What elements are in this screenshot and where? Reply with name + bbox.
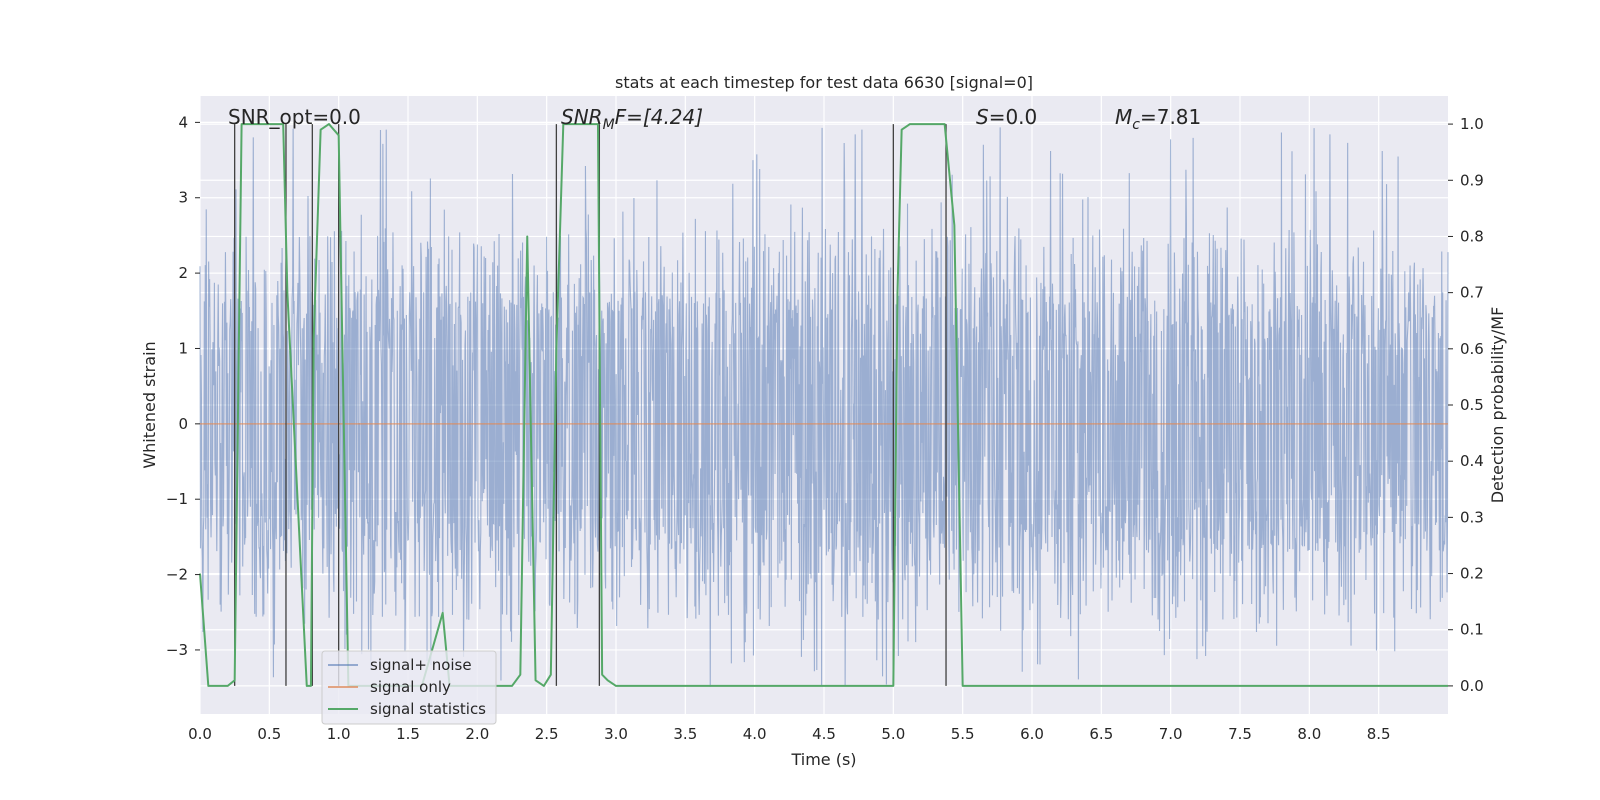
annotation-s-rest: =0.0	[989, 105, 1038, 129]
x-tick-label-6: 3.0	[604, 725, 628, 743]
legend-label-signal-only: signal only	[370, 678, 451, 696]
annotation-mc-rest: =7.81	[1140, 105, 1201, 129]
x-tick-label-15: 7.5	[1228, 725, 1252, 743]
annotation-s: S=0.0	[976, 105, 1037, 129]
x-ticks: 0.0 0.5 1.0 1.5 2.0 2.5 3.0 3.5 4.0 4.5 5.0 5.5 6.0 6…	[188, 725, 1391, 743]
x-tick-label-3: 1.5	[396, 725, 420, 743]
x-tick-label-12: 6.0	[1020, 725, 1044, 743]
y-tick-label-2: −1	[166, 490, 188, 508]
y2-tick-label-10: 1.0	[1460, 115, 1484, 133]
annotation-mc-sub: c	[1132, 117, 1140, 133]
x-tick-label-14: 7.0	[1159, 725, 1183, 743]
y2-tick-label-6: 0.6	[1460, 340, 1484, 358]
y2-tick-label-0: 0.0	[1460, 677, 1484, 695]
annotation-mc-main: M	[1115, 105, 1132, 129]
y-axis-label: Whitened strain	[140, 341, 159, 468]
x-tick-label-1: 0.5	[257, 725, 281, 743]
x-tick-label-17: 8.5	[1367, 725, 1391, 743]
y-tick-label-3: 0	[178, 415, 188, 433]
y-tick-label-6: 3	[178, 189, 188, 207]
y-tick-label-5: 2	[178, 264, 188, 282]
y2-tick-label-5: 0.5	[1460, 396, 1484, 414]
x-axis-label: Time (s)	[790, 750, 856, 769]
signal-statistics-line	[199, 123, 1448, 687]
x-tick-label-9: 4.5	[812, 725, 836, 743]
y2-tick-label-7: 0.7	[1460, 284, 1484, 302]
x-tick-label-13: 6.5	[1089, 725, 1113, 743]
y-tick-label-1: −2	[166, 566, 188, 584]
y2-tick-label-2: 0.2	[1460, 565, 1484, 583]
chart-title: stats at each timestep for test data 663…	[615, 73, 1033, 92]
y2-tick-label-3: 0.3	[1460, 508, 1484, 526]
y-tick-label-0: −3	[166, 641, 188, 659]
legend-label-statistics: signal statistics	[370, 700, 486, 718]
y2-ticks: 0.0 0.1 0.2 0.3 0.4 0.5 0.6 0.7 0.8 0.9 1.0	[1448, 115, 1484, 695]
y-ticks: −3 −2 −1 0 1 2 3 4	[166, 113, 200, 659]
y2-tick-label-9: 0.9	[1460, 171, 1484, 189]
x-tick-label-5: 2.5	[535, 725, 559, 743]
annotation-snr-mf-sub: M	[603, 117, 615, 133]
x-tick-label-8: 4.0	[743, 725, 767, 743]
annotation-snr-opt: SNR_opt=0.0	[228, 105, 361, 129]
y-tick-label-7: 4	[178, 113, 188, 131]
y2-tick-label-1: 0.1	[1460, 621, 1484, 639]
x-tick-label-4: 2.0	[465, 725, 489, 743]
x-tick-label-16: 8.0	[1297, 725, 1321, 743]
signal-statistics-series	[199, 123, 1448, 687]
legend-label-noise: signal+ noise	[370, 656, 472, 674]
annotation-s-main: S	[976, 105, 989, 129]
annotation-mc: Mc=7.81	[1115, 105, 1201, 133]
x-tick-label-10: 5.0	[881, 725, 905, 743]
x-tick-label-0: 0.0	[188, 725, 212, 743]
x-tick-label-7: 3.5	[673, 725, 697, 743]
annotation-snr-mf-main: SNR	[561, 105, 603, 129]
legend: signal+ noise signal only signal statist…	[321, 650, 497, 725]
x-tick-label-11: 5.5	[951, 725, 975, 743]
annotation-snr-mf-rest: F=[4.24]	[615, 105, 703, 129]
y2-tick-label-4: 0.4	[1460, 452, 1484, 470]
y-tick-label-4: 1	[178, 339, 188, 357]
x-tick-label-2: 1.0	[327, 725, 351, 743]
legend-box	[321, 650, 497, 725]
annotation-snr-mf: SNRMF=[4.24]	[561, 105, 703, 133]
y2-tick-label-8: 0.8	[1460, 227, 1484, 245]
y2-axis-label: Detection probability/MF	[1488, 307, 1507, 504]
